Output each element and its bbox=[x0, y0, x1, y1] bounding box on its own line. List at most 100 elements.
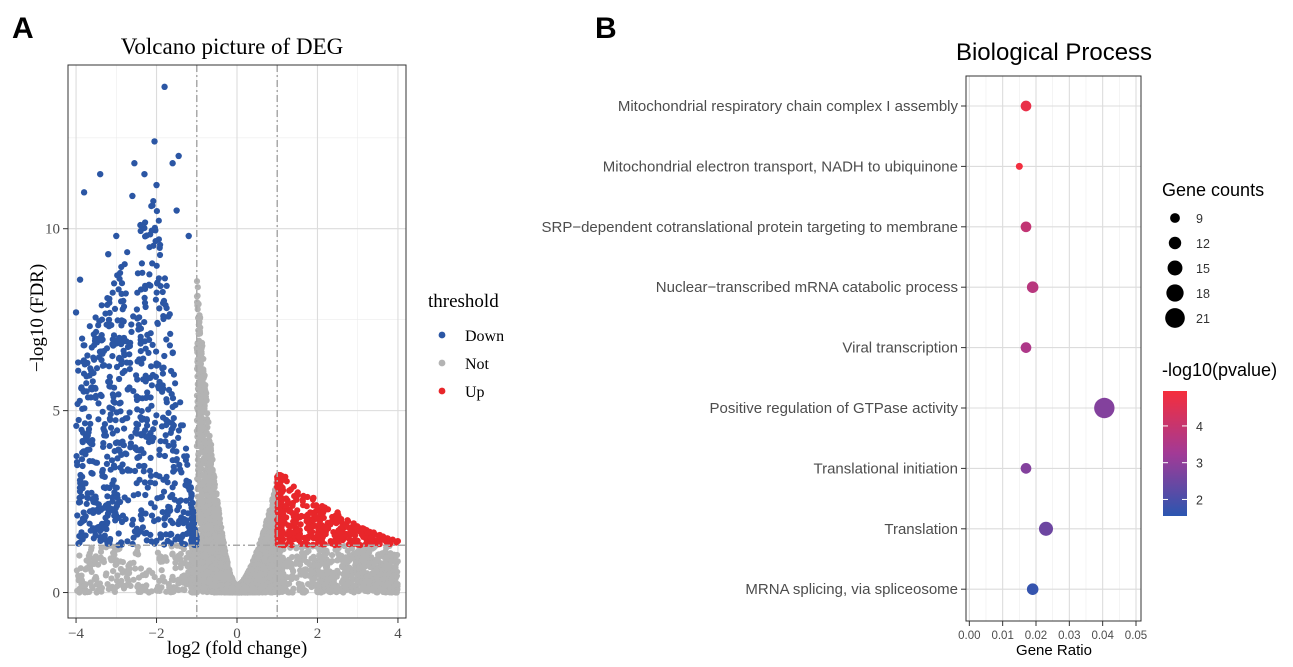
volcano-point-down bbox=[80, 463, 86, 469]
volcano-point-down bbox=[123, 290, 129, 296]
volcano-point-not bbox=[209, 589, 215, 595]
volcano-point-down bbox=[128, 321, 134, 327]
volcano-point-down bbox=[99, 337, 105, 343]
volcano-point-not bbox=[201, 524, 207, 530]
volcano-point-down bbox=[87, 323, 93, 329]
volcano-point-down bbox=[79, 519, 85, 525]
volcano-point-down bbox=[186, 487, 192, 493]
volcano-point-down bbox=[79, 427, 85, 433]
volcano-point-down bbox=[138, 334, 144, 340]
volcano-point-not bbox=[379, 550, 385, 556]
volcano-point-not bbox=[198, 492, 204, 498]
volcano-point-down bbox=[90, 355, 96, 361]
volcano-point-not bbox=[269, 562, 275, 568]
volcano-point-not bbox=[203, 486, 209, 492]
volcano-point-down bbox=[150, 243, 156, 249]
volcano-point-not bbox=[195, 486, 201, 492]
volcano-point-down bbox=[156, 385, 162, 391]
volcano-point-down bbox=[163, 336, 169, 342]
volcano-point-not bbox=[74, 567, 80, 573]
volcano-point-down bbox=[95, 416, 101, 422]
volcano-point-not bbox=[261, 547, 267, 553]
volcano-point-not bbox=[200, 559, 206, 565]
volcano-point-not bbox=[343, 554, 349, 560]
volcano-point-not bbox=[82, 583, 88, 589]
volcano-point-down bbox=[99, 317, 105, 323]
volcano-point-down bbox=[149, 228, 155, 234]
volcano-point-not bbox=[212, 534, 218, 540]
volcano-point-down bbox=[171, 372, 177, 378]
volcano-point-not bbox=[212, 577, 218, 583]
volcano-point-down bbox=[145, 485, 151, 491]
volcano-point-down bbox=[189, 521, 195, 527]
volcano-point-down bbox=[127, 409, 133, 415]
volcano-point-not bbox=[298, 582, 304, 588]
volcano-point-not bbox=[388, 552, 394, 558]
volcano-point-down bbox=[139, 270, 145, 276]
volcano-point-not bbox=[293, 561, 299, 567]
volcano-point-down bbox=[101, 484, 107, 490]
volcano-point-not bbox=[200, 565, 206, 571]
volcano-point-down bbox=[125, 466, 131, 472]
volcano-point-not bbox=[131, 577, 137, 583]
volcano-point-down bbox=[100, 409, 106, 415]
volcano-point-down bbox=[147, 375, 153, 381]
volcano-point-down bbox=[85, 490, 91, 496]
volcano-point-not bbox=[289, 554, 295, 560]
volcano-point-not bbox=[159, 558, 165, 564]
volcano-point-down bbox=[109, 353, 115, 359]
volcano-point-not bbox=[394, 552, 400, 558]
volcano-point-down bbox=[160, 289, 166, 295]
volcano-point-down bbox=[84, 352, 90, 358]
volcano-point-down bbox=[107, 417, 113, 423]
volcano-point-down bbox=[114, 501, 120, 507]
volcano-point-not bbox=[275, 565, 281, 571]
volcano-point-not bbox=[314, 588, 320, 594]
volcano-point-down bbox=[103, 433, 109, 439]
volcano-point-not bbox=[218, 570, 224, 576]
volcano-point-not bbox=[200, 589, 206, 595]
volcano-point-not bbox=[302, 589, 308, 595]
volcano-point-not bbox=[138, 565, 144, 571]
volcano-point-not bbox=[384, 581, 390, 587]
volcano-point-down bbox=[165, 443, 171, 449]
volcano-point-not bbox=[356, 588, 362, 594]
volcano-point-down bbox=[176, 504, 182, 510]
volcano-point-not bbox=[86, 589, 92, 595]
volcano-point-down bbox=[116, 530, 122, 536]
volcano-point-down bbox=[104, 345, 110, 351]
volcano-point-down bbox=[101, 362, 107, 368]
volcano-point-down bbox=[158, 438, 164, 444]
volcano-point-not bbox=[303, 572, 309, 578]
volcano-point-down bbox=[142, 286, 148, 292]
volcano-point-down bbox=[169, 391, 175, 397]
volcano-point-down bbox=[167, 311, 173, 317]
volcano-point-not bbox=[382, 563, 388, 569]
volcano-point-down bbox=[142, 530, 148, 536]
volcano-point-not bbox=[156, 578, 162, 584]
volcano-point-down bbox=[140, 450, 146, 456]
volcano-point-down bbox=[120, 513, 126, 519]
volcano-point-down bbox=[90, 378, 96, 384]
volcano-point-not bbox=[391, 573, 397, 579]
volcano-point-not bbox=[361, 581, 367, 587]
volcano-point-down bbox=[76, 417, 82, 423]
volcano-point-down bbox=[176, 498, 182, 504]
volcano-point-down bbox=[167, 494, 173, 500]
volcano-title: Volcano picture of DEG bbox=[121, 34, 344, 59]
volcano-point-down bbox=[82, 420, 88, 426]
volcano-point-not bbox=[193, 548, 199, 554]
volcano-point-not bbox=[175, 577, 181, 583]
volcano-point-down bbox=[113, 485, 119, 491]
volcano-point-not bbox=[134, 548, 140, 554]
volcano-point-not bbox=[76, 553, 82, 559]
volcano-point-down bbox=[127, 444, 133, 450]
volcano-point-down bbox=[140, 356, 146, 362]
volcano-point-down bbox=[86, 447, 92, 453]
volcano-point-down bbox=[154, 290, 160, 296]
volcano-point-down bbox=[189, 493, 195, 499]
volcano-point-down bbox=[74, 462, 80, 468]
volcano-point-down bbox=[136, 314, 142, 320]
volcano-point-not bbox=[163, 589, 169, 595]
volcano-point-not bbox=[279, 579, 285, 585]
